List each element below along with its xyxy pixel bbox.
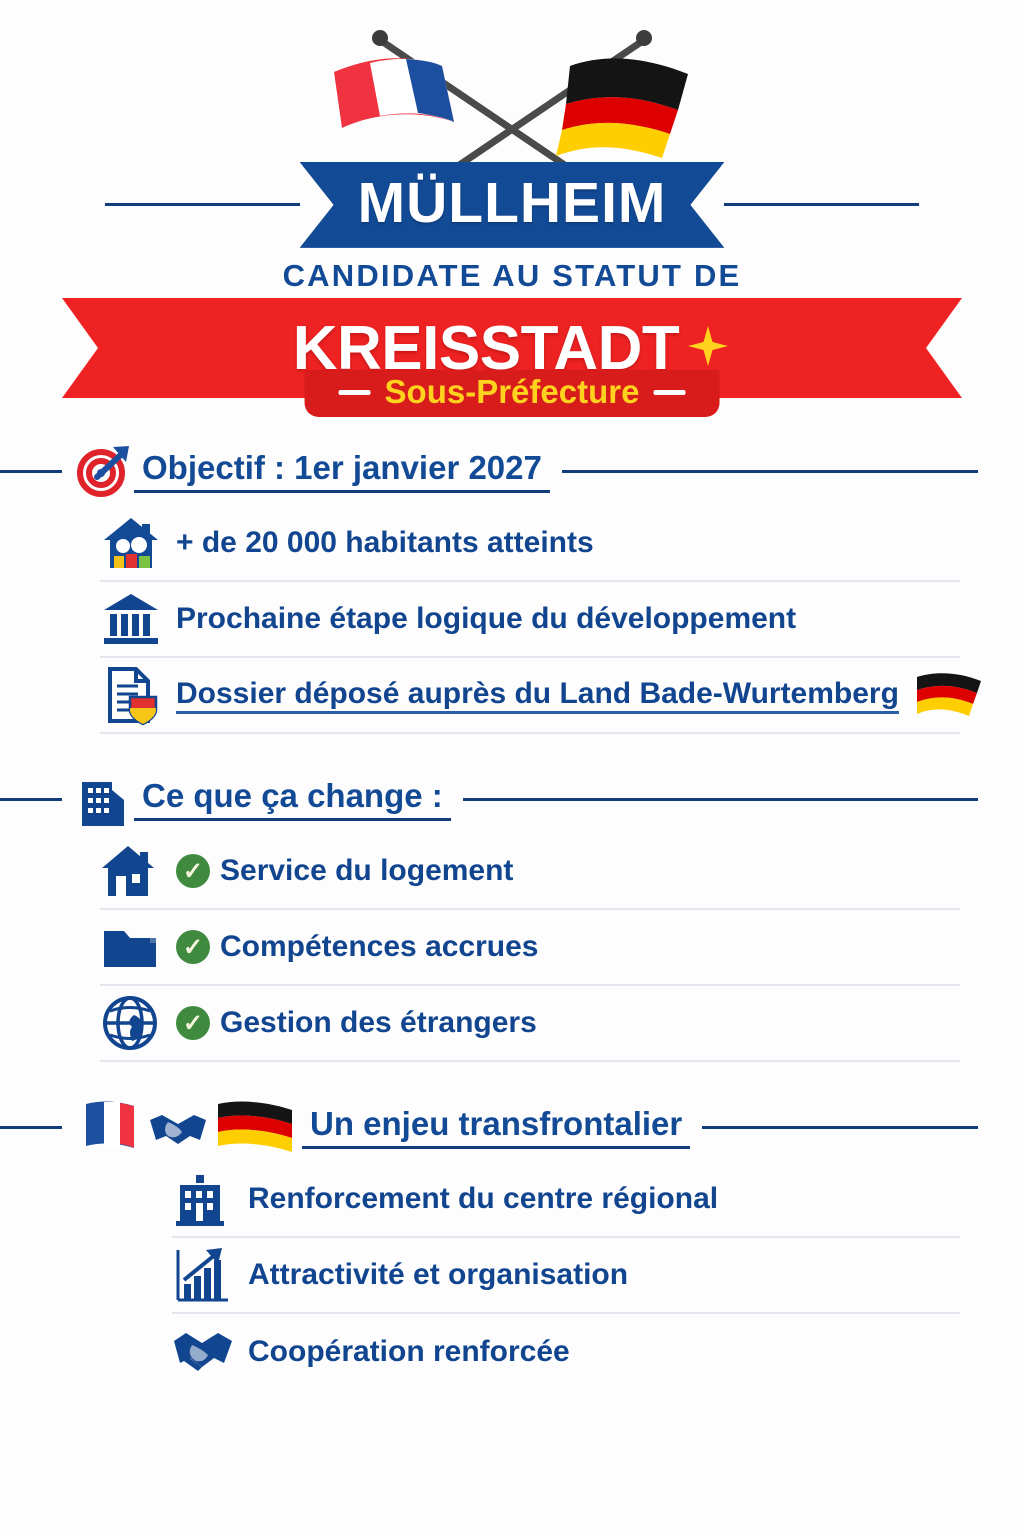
check-icon: ✓: [176, 854, 210, 888]
rule-left: [0, 797, 62, 801]
list-item-label: Gestion des étrangers: [220, 1006, 537, 1039]
target-icon: [72, 443, 134, 499]
section-gap: [0, 734, 1024, 768]
list-item-label: + de 20 000 habitants atteints: [176, 526, 594, 559]
rule-right: [702, 1125, 978, 1129]
banner-rule-left: [104, 203, 300, 207]
bank-building-icon: [100, 588, 176, 650]
list-item-label: Coopération renforcée: [248, 1335, 570, 1368]
german-flag-icon: [218, 1101, 292, 1152]
list-item: Renforcement du centre régional: [172, 1162, 960, 1238]
city-name: MÜLLHEIM: [299, 162, 725, 248]
handshake-icon: [150, 1115, 206, 1144]
section-title-objectif: Objectif : 1er janvier 2027: [134, 449, 550, 493]
folder-icon: [100, 921, 176, 973]
house-icon: [100, 840, 176, 902]
list-item-label: Renforcement du centre régional: [248, 1182, 719, 1215]
list-item-label: Prochaine étape logique du développement: [176, 602, 797, 635]
list-item: + de 20 000 habitants atteints: [100, 506, 960, 582]
rule-right: [462, 797, 978, 801]
section-header-objectif: Objectif : 1er janvier 2027: [0, 440, 1024, 502]
list-item: ✓ Compétences accrues: [100, 910, 960, 986]
sparkle-icon: [685, 313, 731, 384]
rule-left: [0, 1125, 62, 1129]
rule-right: [561, 469, 978, 473]
flags-handshake-icon: [72, 1096, 302, 1158]
list-item-label: Attractivité et organisation: [248, 1258, 629, 1291]
handshake-icon: [172, 1327, 248, 1377]
german-flag-icon: [556, 58, 688, 158]
list-item-label: Service du logement: [220, 854, 514, 887]
banner-rule-right: [724, 203, 920, 207]
list-item: ✓ Gestion des étrangers: [100, 986, 960, 1062]
list-item: Dossier déposé auprès du Land Bade-Wurte…: [100, 658, 981, 734]
rule-left: [0, 469, 62, 473]
status-subtitle: Sous-Préfecture: [384, 373, 640, 410]
french-flag-icon: [334, 58, 454, 128]
globe-icon: [100, 993, 176, 1053]
french-flag-icon: [86, 1101, 134, 1148]
section-title-transfrontalier: Un enjeu transfrontalier: [302, 1105, 691, 1149]
dash-left-icon: [338, 389, 371, 395]
section-header-transfrontalier: Un enjeu transfrontalier: [0, 1096, 1024, 1158]
house-family-icon: [100, 512, 176, 574]
growth-chart-icon: [172, 1246, 248, 1304]
crossed-flags-header: [0, 22, 1024, 172]
section-gap: [0, 1062, 1024, 1096]
list-item-label: Compétences accrues: [220, 930, 539, 963]
list-item: Prochaine étape logique du développement: [100, 582, 960, 658]
list-item-label: Dossier déposé auprès du Land Bade-Wurte…: [176, 677, 899, 714]
check-icon: ✓: [176, 930, 210, 964]
list-item: Attractivité et organisation: [172, 1238, 960, 1314]
document-shield-icon: [100, 664, 176, 726]
crossed-flags-icon: [334, 30, 688, 172]
german-flag-icon: [913, 669, 985, 721]
candidate-subtitle: CANDIDATE AU STATUT DE: [282, 258, 742, 293]
dash-right-icon: [653, 389, 686, 395]
sous-prefecture-band: Sous-Préfecture: [304, 370, 720, 417]
city-banner: MÜLLHEIM: [0, 162, 1024, 248]
list-item: Coopération renforcée: [172, 1314, 960, 1390]
section-title-changements: Ce que ça change :: [134, 777, 451, 821]
content-area: Objectif : 1er janvier 2027 + de 20 000 …: [0, 440, 1024, 1390]
check-icon: ✓: [176, 1006, 210, 1040]
office-building-icon: [172, 1171, 248, 1227]
section-header-changements: Ce que ça change :: [0, 768, 1024, 830]
city-building-icon: [72, 770, 134, 828]
list-item: ✓ Service du logement: [100, 834, 960, 910]
